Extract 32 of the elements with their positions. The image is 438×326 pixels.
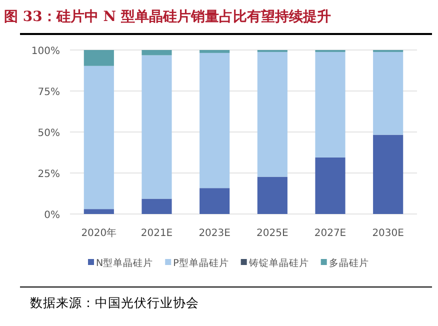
x-tick-label: 2027E — [314, 228, 346, 239]
bar — [142, 55, 172, 199]
bar — [373, 134, 404, 214]
y-tick-label: 75% — [38, 87, 60, 98]
bar — [200, 50, 230, 53]
bar — [315, 52, 346, 158]
bar — [315, 157, 346, 214]
y-tick-label: 100% — [31, 46, 60, 57]
legend-label: 多晶硅片 — [328, 257, 369, 269]
bar — [84, 50, 114, 66]
bar — [142, 198, 172, 214]
x-tick-label: 2021E — [140, 228, 173, 239]
source-note: 数据来源：中国光伏行业协会 — [30, 295, 199, 310]
bar — [257, 176, 288, 214]
y-tick-label: 0% — [44, 210, 60, 221]
x-tick-label: 2030E — [372, 228, 404, 239]
legend-label: N型单晶硅片 — [96, 257, 154, 269]
y-tick-label: 25% — [38, 169, 60, 180]
bar — [373, 52, 404, 135]
bar — [200, 52, 230, 188]
bar — [84, 66, 114, 210]
x-tick-label: 2023E — [198, 228, 230, 239]
y-tick-label: 50% — [38, 128, 60, 139]
bar — [142, 50, 172, 56]
bar — [257, 52, 288, 177]
x-tick-label: 2020年 — [81, 227, 117, 239]
x-tick-label: 2025E — [256, 228, 288, 239]
bar — [84, 209, 114, 214]
chart-title: 图 33：硅片中 N 型单晶硅片销量占比有望持续提升 — [4, 8, 331, 25]
legend-label: P型单晶硅片 — [173, 257, 229, 269]
bar — [200, 188, 230, 214]
legend-label: 铸锭单晶硅片 — [248, 257, 309, 269]
